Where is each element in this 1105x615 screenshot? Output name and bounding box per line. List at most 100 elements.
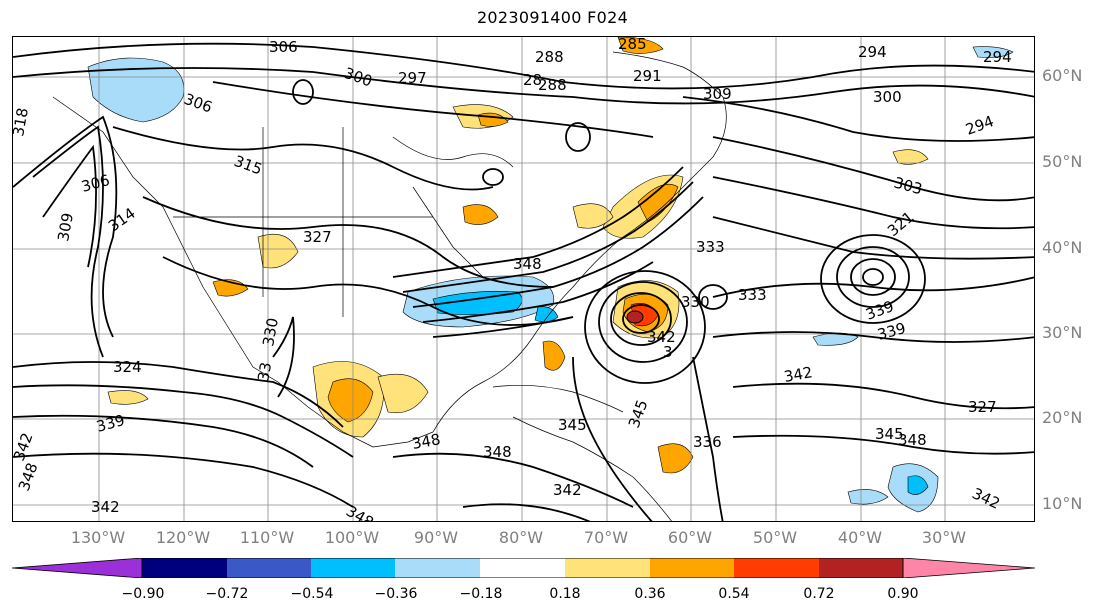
shade-positive bbox=[257, 233, 299, 269]
colorbar-tick-label: −0.36 bbox=[374, 586, 418, 602]
shade-positive bbox=[892, 149, 929, 165]
contour-label: 294 bbox=[963, 112, 996, 139]
contour-label: 321 bbox=[884, 208, 918, 240]
contour-label: 342 bbox=[647, 328, 676, 346]
shade-negative bbox=[534, 306, 559, 323]
lon-label: 120°W bbox=[155, 528, 211, 547]
lon-label: 100°W bbox=[324, 528, 380, 547]
colorbar-bin bbox=[650, 558, 734, 578]
colorbar-tick-label: −0.18 bbox=[459, 586, 503, 602]
contour-label: 33 bbox=[254, 361, 275, 383]
lat-label: 40°N bbox=[1042, 238, 1083, 257]
colorbar-tick-label: −0.54 bbox=[290, 586, 334, 602]
contour-label: 348 bbox=[898, 431, 927, 449]
map-canvas: 306 306 300 297 288 28 288 285 291 294 2… bbox=[13, 37, 1034, 521]
map-title: 2023091400 F024 bbox=[476, 8, 629, 27]
contour-closed-systems bbox=[292, 79, 926, 384]
shade-positive bbox=[542, 340, 566, 371]
contour-label: 348 bbox=[513, 255, 542, 273]
contour-label: 333 bbox=[738, 286, 767, 304]
contour-label: 342 bbox=[13, 430, 37, 463]
shade-positive bbox=[637, 183, 679, 223]
contour-lines bbox=[13, 42, 1034, 521]
contour-label: 327 bbox=[968, 398, 997, 416]
contour-label: 28 bbox=[523, 71, 542, 89]
contour-label: 309 bbox=[703, 85, 732, 103]
shade-negative bbox=[972, 46, 1014, 58]
shade-positive bbox=[657, 443, 694, 474]
contour-label: 288 bbox=[535, 48, 564, 66]
shade-positive bbox=[572, 203, 614, 229]
contour-label: 348 bbox=[483, 443, 512, 461]
shade-negative bbox=[907, 475, 929, 495]
colorbar-bin bbox=[395, 558, 480, 578]
colorbar-bin bbox=[142, 558, 227, 578]
contour-label: 348 bbox=[411, 430, 442, 453]
lat-label: 10°N bbox=[1042, 494, 1083, 513]
colorbar bbox=[12, 558, 1035, 578]
colorbar-bin bbox=[819, 558, 903, 578]
lon-label: 80°W bbox=[498, 528, 544, 547]
shade-positive bbox=[617, 37, 664, 54]
lon-label: 110°W bbox=[239, 528, 295, 547]
shade-positive bbox=[107, 390, 149, 405]
colorbar-extend-max bbox=[902, 558, 1035, 578]
colorbar-tick-label: 0.54 bbox=[718, 586, 750, 602]
contour-label: 333 bbox=[696, 238, 725, 256]
lon-label: 40°W bbox=[837, 528, 883, 547]
lon-label: 60°W bbox=[667, 528, 713, 547]
contour-label: 330 bbox=[259, 316, 282, 347]
colorbar-tick-label: 0.18 bbox=[549, 586, 581, 602]
contour-label: 315 bbox=[232, 152, 265, 179]
contour-label: 342 bbox=[969, 484, 1003, 512]
lat-label: 60°N bbox=[1042, 66, 1083, 85]
shade-positive bbox=[377, 373, 429, 414]
contour-label: 294 bbox=[983, 48, 1012, 66]
colorbar-bin bbox=[227, 558, 311, 578]
contour-label: 342 bbox=[783, 363, 814, 386]
contour-label: 336 bbox=[693, 433, 722, 451]
map-panel: 306 306 300 297 288 28 288 285 291 294 2… bbox=[12, 36, 1035, 522]
contour-label: 285 bbox=[618, 37, 647, 53]
contour-label: 303 bbox=[892, 173, 924, 198]
colorbar-tick-label: −0.90 bbox=[121, 586, 165, 602]
shade-negative bbox=[87, 57, 185, 123]
lat-label: 50°N bbox=[1042, 152, 1083, 171]
contour-label: 342 bbox=[91, 498, 120, 516]
colorbar-tick-label: 0.90 bbox=[887, 586, 919, 602]
colorbar-tick-label: 0.36 bbox=[634, 586, 666, 602]
lon-label: 50°W bbox=[752, 528, 798, 547]
shade-positive bbox=[327, 378, 374, 423]
colorbar-bin bbox=[565, 558, 650, 578]
contour-label: 306 bbox=[269, 38, 298, 56]
storm-core bbox=[626, 310, 644, 324]
contour-label: 3 bbox=[663, 343, 673, 361]
colorbar-bin bbox=[311, 558, 395, 578]
colorbar-tick-label: −0.72 bbox=[205, 586, 249, 602]
contour-label: 345 bbox=[558, 416, 587, 434]
graticule bbox=[13, 37, 1034, 521]
lon-label: 70°W bbox=[583, 528, 629, 547]
contour-label: 306 bbox=[79, 171, 111, 196]
contour-label: 318 bbox=[13, 106, 32, 137]
contour-label: 309 bbox=[54, 211, 77, 242]
lon-label: 30°W bbox=[921, 528, 967, 547]
colorbar-tick-label: 0.72 bbox=[803, 586, 835, 602]
contour-label: 324 bbox=[113, 358, 142, 376]
contour-label: 342 bbox=[553, 481, 582, 499]
contour-label: 306 bbox=[182, 90, 215, 117]
contour-label: 314 bbox=[105, 204, 139, 235]
colorbar-bin bbox=[480, 558, 565, 578]
contour-label: 300 bbox=[873, 88, 902, 106]
lon-label: 90°W bbox=[413, 528, 459, 547]
contour-label: 345 bbox=[625, 397, 652, 430]
colorbar-bin bbox=[734, 558, 819, 578]
contour-label: 300 bbox=[342, 64, 375, 91]
shade-negative bbox=[847, 489, 889, 505]
shade-positive bbox=[462, 204, 499, 225]
contour-label: 294 bbox=[858, 43, 887, 61]
lat-label: 20°N bbox=[1042, 408, 1083, 427]
lon-label: 130°W bbox=[70, 528, 126, 547]
colorbar-extend-min bbox=[12, 558, 143, 578]
contour-label: 288 bbox=[538, 76, 567, 94]
